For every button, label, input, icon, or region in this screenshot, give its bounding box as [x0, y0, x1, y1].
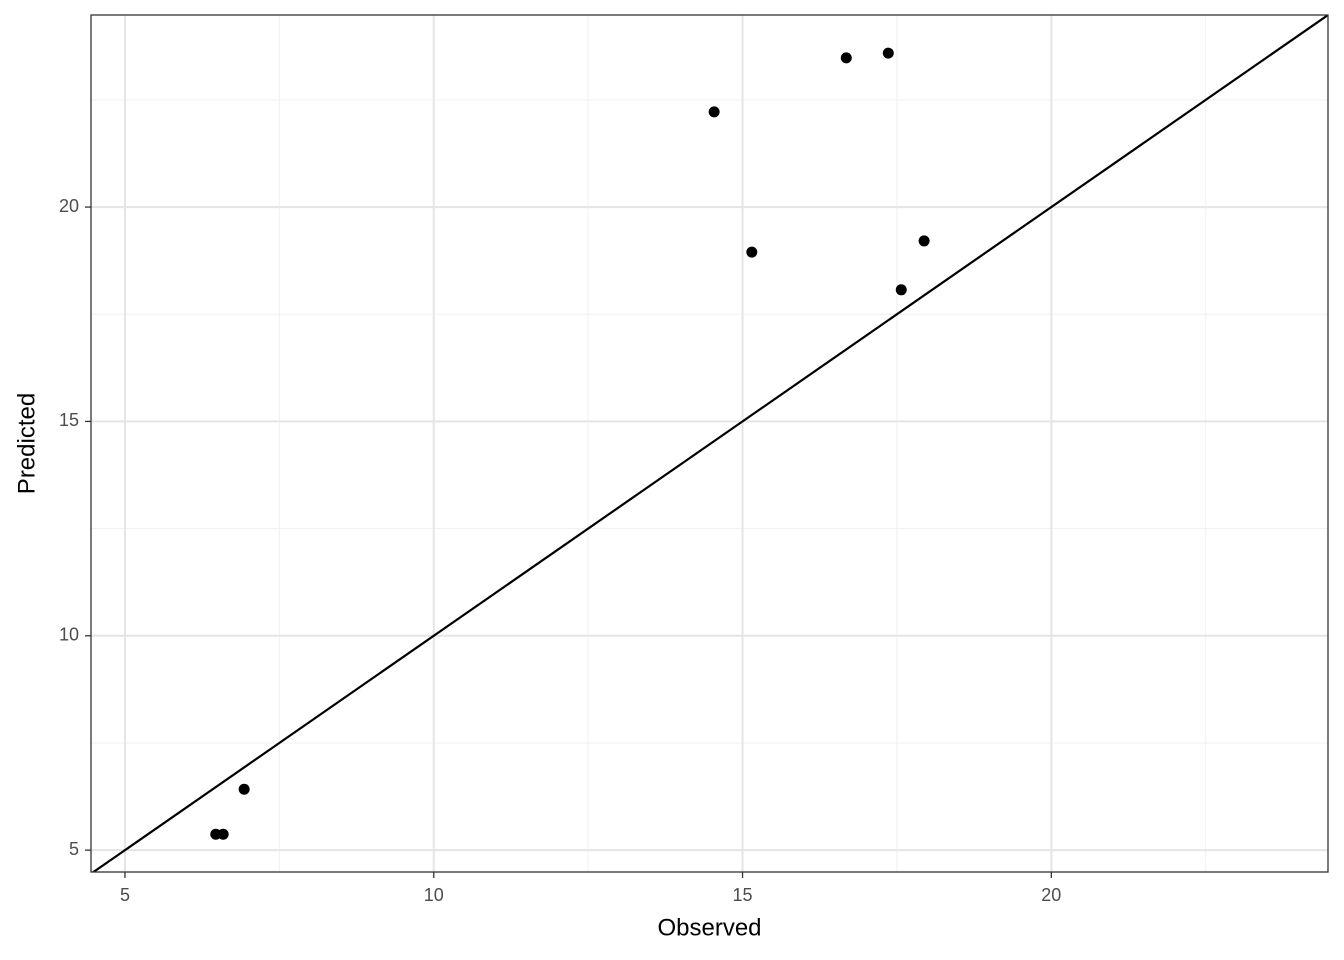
point — [918, 235, 930, 247]
axes: 5 10 15 20 5 10 15 20 — [59, 196, 1061, 905]
x-axis-title: Observed — [657, 914, 761, 941]
y-tick-label: 15 — [59, 410, 79, 430]
x-tick-label: 20 — [1041, 885, 1061, 905]
x-tick-label: 15 — [733, 885, 753, 905]
panel-border — [90, 14, 1329, 873]
y-tick-label: 20 — [59, 196, 79, 216]
y-tick-label: 10 — [59, 625, 79, 645]
point — [217, 828, 229, 840]
y-tick-label: 5 — [69, 839, 79, 859]
point — [708, 106, 720, 118]
grid — [91, 15, 1328, 872]
x-tick-label: 10 — [424, 885, 444, 905]
plot-area — [91, 15, 1328, 872]
point — [746, 246, 758, 258]
point — [840, 52, 852, 64]
x-tick-label: 5 — [120, 885, 130, 905]
point — [882, 47, 894, 59]
identity-line — [91, 15, 1328, 872]
y-axis-title: Predicted — [13, 393, 40, 494]
point — [895, 284, 907, 296]
point — [238, 783, 250, 795]
